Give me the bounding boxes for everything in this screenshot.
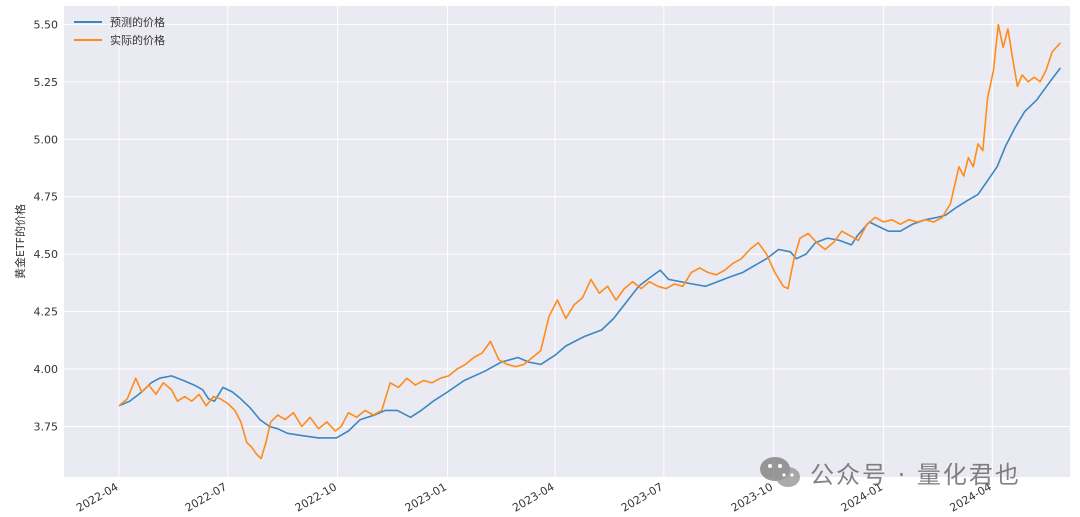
- series-layer: [118, 23, 1062, 460]
- x-tick-label: 2022-07: [183, 480, 229, 514]
- y-tick-label: 3.75: [34, 420, 59, 433]
- y-axis-ticks: 3.75 4.00 4.25 4.50 4.75 5.00 5.25 5.50: [34, 18, 59, 433]
- x-tick-label: 2023-01: [403, 480, 449, 514]
- y-tick-label: 5.25: [34, 76, 59, 89]
- y-tick-label: 5.00: [34, 133, 59, 146]
- gridlines: [64, 6, 1070, 477]
- x-tick-label: 2022-04: [74, 480, 120, 514]
- legend-label: 实际的价格: [110, 33, 165, 47]
- wechat-icon: [760, 457, 800, 487]
- y-tick-label: 5.50: [34, 18, 59, 31]
- y-axis-label: 黄金ETF的价格: [13, 204, 27, 279]
- x-tick-label: 2023-04: [510, 480, 556, 514]
- y-tick-label: 4.25: [34, 306, 59, 319]
- watermark: 公众号 · 量化君也: [758, 452, 1021, 492]
- x-tick-label: 2023-07: [619, 480, 665, 514]
- y-tick-label: 4.75: [34, 191, 59, 204]
- series-line-1: [118, 67, 1062, 439]
- x-tick-label: 2022-10: [293, 480, 339, 514]
- y-tick-label: 4.00: [34, 363, 59, 376]
- legend-label: 预测的价格: [110, 15, 165, 29]
- plot-area: [64, 6, 1070, 477]
- watermark-text: 公众号 · 量化君也: [810, 460, 1021, 489]
- y-tick-label: 4.50: [34, 248, 59, 261]
- series-line-2: [118, 23, 1061, 460]
